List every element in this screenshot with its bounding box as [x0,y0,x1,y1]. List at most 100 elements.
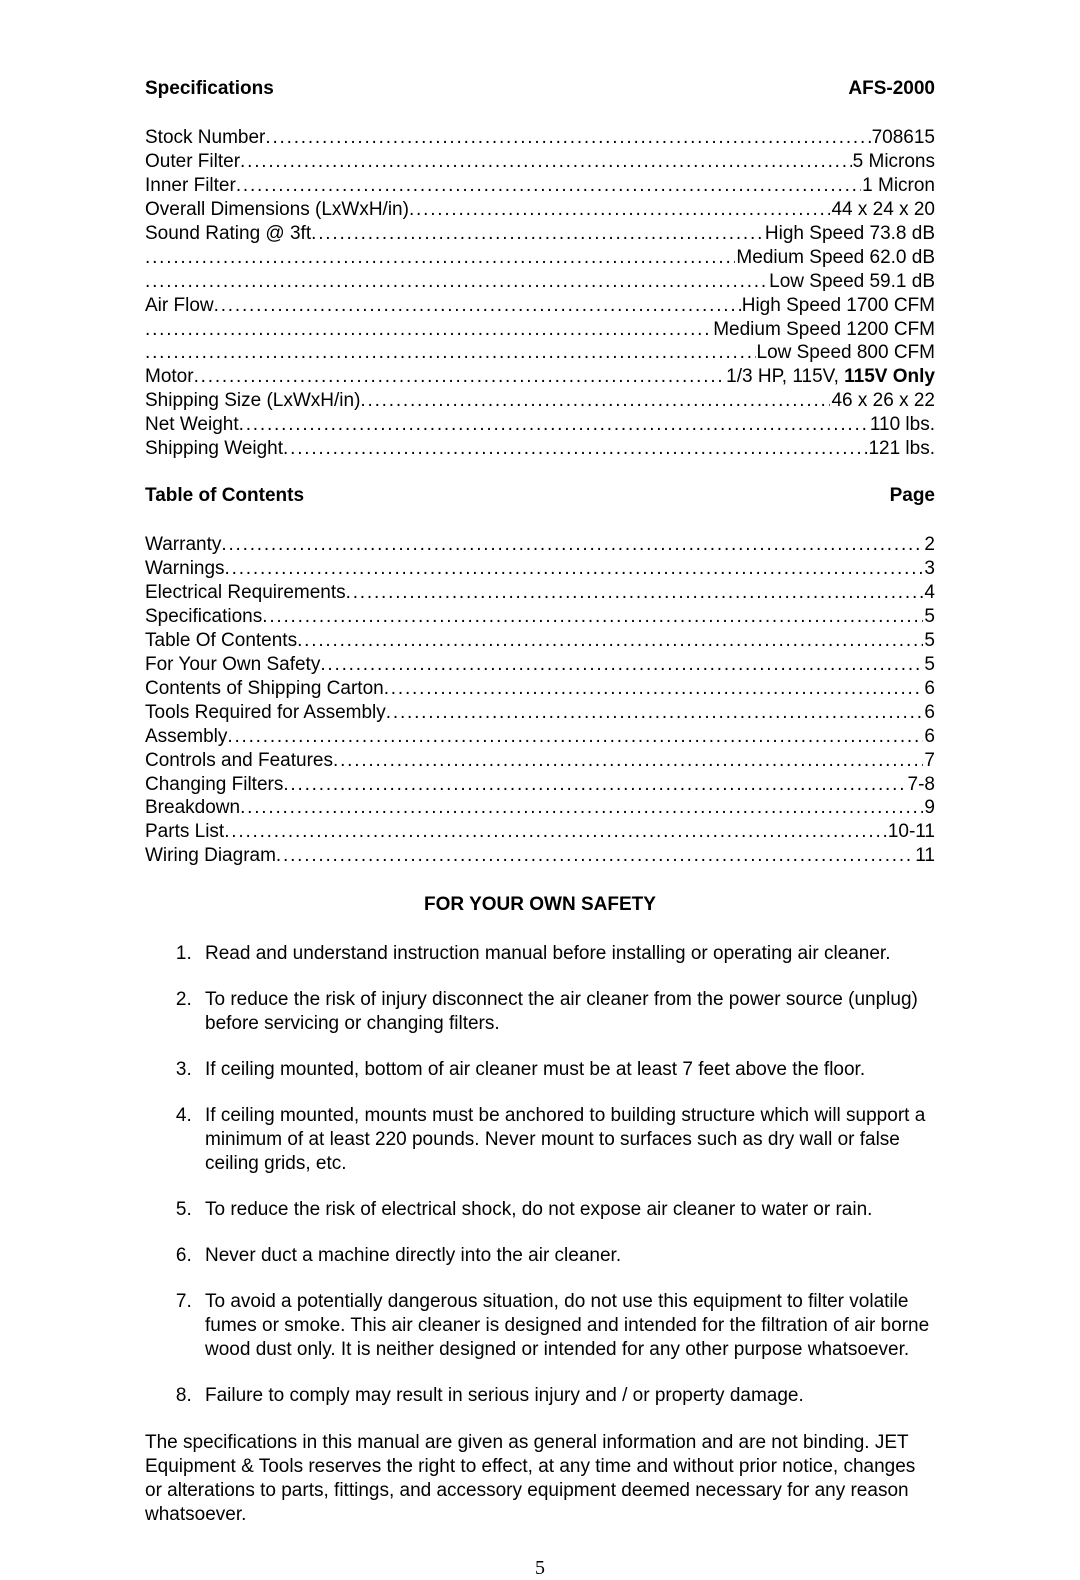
spec-row-2-leader [236,174,861,198]
toc-row-1-value: 3 [923,557,935,581]
toc-row-7-value: 6 [923,701,935,725]
safety-item-8: Failure to comply may result in serious … [197,1384,935,1408]
spec-row-12: Net Weight 110 lbs. [145,413,935,437]
toc-row-10-label: Changing Filters [145,773,283,797]
toc-row-11: Breakdown 9 [145,796,935,820]
spec-row-9-leader [145,341,756,365]
toc-row-9-value: 7 [923,749,935,773]
toc-row-12-leader [224,820,887,844]
page-container: Specifications AFS-2000 Stock Number 708… [0,0,1080,1580]
toc-row-1-leader [225,557,924,581]
spec-row-12-leader [239,413,869,437]
toc-row-6-leader [384,677,924,701]
spec-row-6: Low Speed 59.1 dB [145,270,935,294]
spec-row-13-leader [283,437,867,461]
spec-row-2-value: 1 Micron [861,174,935,198]
spec-row-6-leader [145,270,768,294]
toc-row-2: Electrical Requirements 4 [145,581,935,605]
spec-row-1: Outer Filter 5 Microns [145,150,935,174]
toc-row-12: Parts List 10-11 [145,820,935,844]
spec-row-3-label: Overall Dimensions (LxWxH/in) [145,198,409,222]
toc-row-9-label: Controls and Features [145,749,333,773]
spec-row-10-value: 1/3 HP, 115V, 115V Only [725,365,935,389]
safety-item-2: To reduce the risk of injury disconnect … [197,988,935,1036]
safety-item-1: Read and understand instruction manual b… [197,942,935,966]
toc-row-8-leader [227,725,923,749]
safety-item-4: If ceiling mounted, mounts must be ancho… [197,1104,935,1176]
specifications-heading-right: AFS-2000 [848,78,935,100]
toc-row-8-label: Assembly [145,725,227,749]
toc-row-0: Warranty 2 [145,533,935,557]
toc-row-4-value: 5 [923,629,935,653]
spec-row-0: Stock Number 708615 [145,126,935,150]
safety-item-6: Never duct a machine directly into the a… [197,1244,935,1268]
spec-row-3-value: 44 x 24 x 20 [830,198,935,222]
toc-row-3-value: 5 [923,605,935,629]
toc-row-3: Specifications 5 [145,605,935,629]
toc-row-1: Warnings 3 [145,557,935,581]
toc-row-12-label: Parts List [145,820,224,844]
spec-row-4-value: High Speed 73.8 dB [764,222,935,246]
specifications-header: Specifications AFS-2000 [145,78,935,100]
spec-row-5-value: Medium Speed 62.0 dB [735,246,935,270]
spec-row-13: Shipping Weight 121 lbs. [145,437,935,461]
spec-row-8: Medium Speed 1200 CFM [145,318,935,342]
spec-row-1-value: 5 Microns [852,150,935,174]
spec-row-0-leader [265,126,870,150]
toc-heading-right: Page [890,485,935,507]
safety-item-5: To reduce the risk of electrical shock, … [197,1198,935,1222]
spec-row-10: Motor 1/3 HP, 115V, 115V Only [145,365,935,389]
spec-row-12-label: Net Weight [145,413,239,437]
toc-row-5-label: For Your Own Safety [145,653,320,677]
toc-row-9-leader [333,749,923,773]
toc-row-0-leader [221,533,923,557]
spec-row-12-value: 110 lbs. [869,413,935,437]
toc-row-5: For Your Own Safety 5 [145,653,935,677]
spec-row-5: Medium Speed 62.0 dB [145,246,935,270]
toc-row-9: Controls and Features 7 [145,749,935,773]
toc-row-7: Tools Required for Assembly 6 [145,701,935,725]
toc-row-3-label: Specifications [145,605,262,629]
toc-row-13: Wiring Diagram 11 [145,844,935,868]
toc-row-3-leader [262,605,923,629]
spec-row-3: Overall Dimensions (LxWxH/in) 44 x 24 x … [145,198,935,222]
specifications-list: Stock Number 708615Outer Filter 5 Micron… [145,126,935,461]
spec-row-1-label: Outer Filter [145,150,240,174]
spec-row-6-value: Low Speed 59.1 dB [768,270,935,294]
spec-row-11: Shipping Size (LxWxH/in) 46 x 26 x 22 [145,389,935,413]
spec-row-3-leader [409,198,831,222]
toc-row-7-label: Tools Required for Assembly [145,701,386,725]
toc-header: Table of Contents Page [145,485,935,507]
spec-row-2: Inner Filter 1 Micron [145,174,935,198]
toc-row-13-label: Wiring Diagram [145,844,276,868]
toc-row-6: Contents of Shipping Carton 6 [145,677,935,701]
spec-row-13-value: 121 lbs. [867,437,935,461]
spec-row-4-leader [311,222,764,246]
toc-row-4-leader [297,629,923,653]
toc-row-11-value: 9 [923,796,935,820]
toc-row-11-label: Breakdown [145,796,240,820]
toc-row-4: Table Of Contents 5 [145,629,935,653]
safety-list: Read and understand instruction manual b… [145,942,935,1407]
page-number: 5 [145,1557,935,1580]
spec-row-7-label: Air Flow [145,294,214,318]
spec-row-13-label: Shipping Weight [145,437,283,461]
toc-row-0-label: Warranty [145,533,221,557]
toc-row-6-label: Contents of Shipping Carton [145,677,384,701]
safety-item-3: If ceiling mounted, bottom of air cleane… [197,1058,935,1082]
toc-row-13-value: 11 [914,844,935,868]
specifications-heading-left: Specifications [145,78,274,100]
toc-row-13-leader [276,844,914,868]
spec-row-9: Low Speed 800 CFM [145,341,935,365]
toc-row-2-label: Electrical Requirements [145,581,346,605]
toc-row-2-value: 4 [923,581,935,605]
toc-row-2-leader [346,581,924,605]
toc-row-0-value: 2 [923,533,935,557]
spec-row-11-leader [360,389,830,413]
toc-row-4-label: Table Of Contents [145,629,297,653]
toc-row-5-value: 5 [923,653,935,677]
toc-row-10-leader [283,773,906,797]
toc-list: Warranty 2Warnings 3Electrical Requireme… [145,533,935,868]
safety-heading: FOR YOUR OWN SAFETY [145,894,935,916]
toc-row-12-value: 10-11 [887,820,935,844]
